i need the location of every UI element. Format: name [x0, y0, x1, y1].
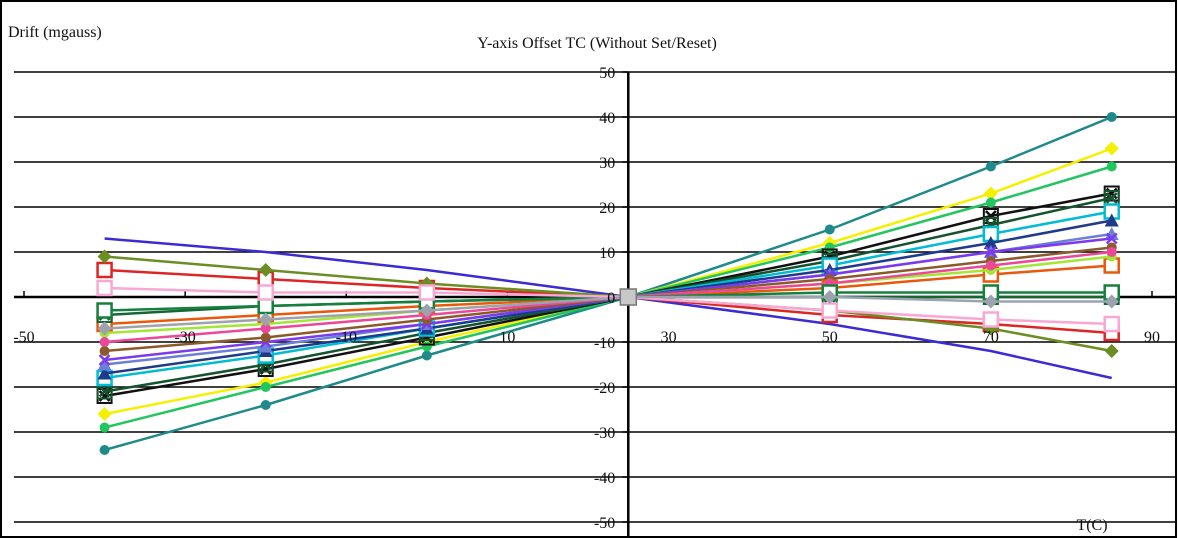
x-tick-label: 50 — [822, 329, 838, 346]
y-tick-label: -40 — [594, 470, 615, 487]
data-point — [982, 208, 999, 224]
data-point — [96, 302, 113, 319]
data-point — [99, 337, 110, 347]
data-point — [1106, 247, 1117, 257]
y-tick-label: -10 — [594, 335, 615, 352]
data-point — [99, 346, 110, 356]
y-tick-label: -30 — [594, 425, 615, 442]
x-tick-label: -50 — [13, 329, 34, 346]
data-point — [985, 260, 996, 271]
data-point — [258, 312, 273, 327]
chart-title: Y-axis Offset TC (Without Set/Reset) — [477, 35, 717, 52]
data-point — [418, 284, 436, 301]
data-point — [97, 366, 112, 380]
data-point — [260, 323, 271, 334]
data-point — [985, 197, 996, 208]
data-point — [97, 321, 112, 336]
x-tick-label: 90 — [1144, 329, 1160, 346]
data-point — [1106, 112, 1117, 122]
data-point — [257, 284, 274, 301]
series-group — [96, 112, 1120, 455]
y-tick-label: -20 — [594, 380, 615, 397]
data-point — [419, 303, 434, 318]
data-point — [97, 407, 112, 421]
data-point — [97, 249, 112, 264]
data-point — [98, 354, 111, 366]
data-point — [1104, 294, 1119, 309]
x-tick-label: 30 — [661, 329, 677, 346]
data-point — [258, 339, 273, 353]
data-point — [821, 302, 838, 319]
x-tick-label: 10 — [499, 329, 515, 346]
data-point — [1106, 161, 1117, 172]
data-point — [983, 294, 998, 309]
data-point — [421, 341, 432, 352]
y-axis-label: Drift (mgauss) — [8, 24, 102, 41]
data-point — [258, 263, 273, 277]
data-point — [982, 311, 1000, 328]
data-point — [99, 445, 110, 455]
data-point — [260, 332, 271, 343]
data-point — [260, 382, 271, 392]
data-point — [1104, 141, 1119, 156]
data-point — [983, 236, 998, 249]
data-point — [1104, 213, 1119, 227]
data-point — [985, 161, 996, 172]
y-tick-label: 30 — [599, 155, 615, 172]
x-tick-label: 70 — [983, 329, 999, 346]
data-point — [99, 422, 110, 433]
data-point — [257, 297, 274, 315]
y-tick-label: 10 — [599, 245, 615, 262]
data-point — [824, 242, 835, 253]
y-tick-label: 40 — [599, 110, 615, 127]
x-axis-label: T(C) — [1076, 517, 1107, 534]
tick-labels: -50 -40 -30 -20 -10 0 10 20 30 40 50 -50 -30 -10 10 30 5… — [13, 65, 1160, 532]
data-point — [96, 279, 113, 297]
y-tick-label: 0 — [607, 290, 615, 307]
data-point — [1103, 315, 1120, 333]
y-tick-label: -50 — [594, 515, 615, 532]
y-tick-label: 20 — [599, 200, 615, 217]
data-point — [260, 400, 271, 410]
data-point — [421, 350, 432, 361]
data-point — [1104, 344, 1119, 358]
crossing-point-marker — [619, 288, 638, 306]
data-point — [824, 224, 835, 235]
x-tick-label: -10 — [336, 329, 357, 346]
data-point — [983, 186, 998, 201]
x-tick-label: -30 — [174, 329, 195, 346]
data-point — [97, 357, 112, 371]
y-tick-label: 50 — [599, 65, 615, 82]
data-point — [984, 246, 997, 258]
data-point — [96, 261, 113, 279]
data-point — [822, 290, 837, 304]
data-point — [1105, 232, 1118, 245]
